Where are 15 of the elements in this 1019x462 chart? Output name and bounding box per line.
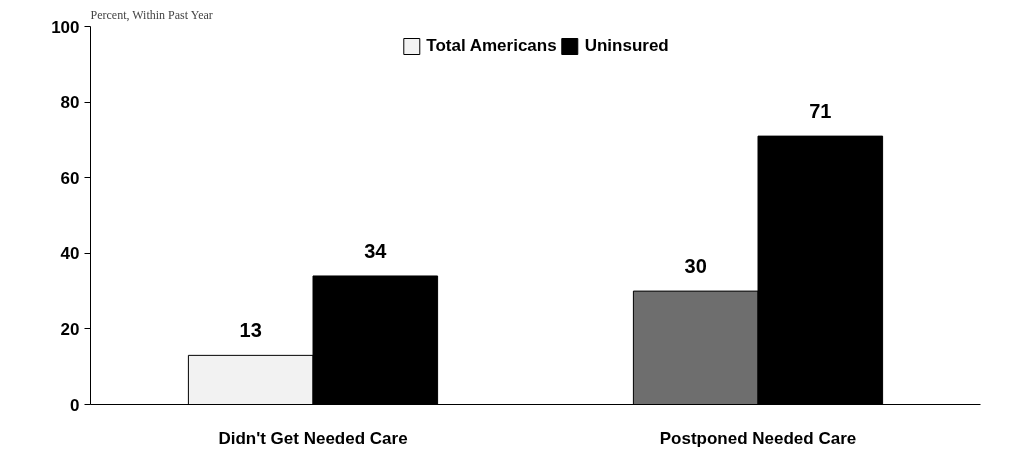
- y-tick-label: 100: [51, 17, 80, 37]
- legend-label: Uninsured: [584, 36, 669, 56]
- x-tick-label: Postponed Needed Care: [659, 428, 857, 448]
- data-label: 34: [364, 239, 388, 262]
- data-label: 30: [684, 255, 707, 278]
- y-tick-label: 60: [60, 168, 80, 188]
- y-tick-label: 40: [60, 244, 80, 264]
- data-label: 13: [239, 319, 262, 342]
- y-axis-title: Percent, Within Past Year: [90, 7, 213, 22]
- y-tick-label: 20: [60, 319, 80, 339]
- data-label: 71: [809, 100, 832, 123]
- legend-label: Total Americans: [426, 36, 557, 56]
- x-tick-label: Didn't Get Needed Care: [218, 428, 408, 448]
- y-tick-label: 80: [60, 93, 80, 113]
- y-tick-label: 0: [70, 395, 80, 415]
